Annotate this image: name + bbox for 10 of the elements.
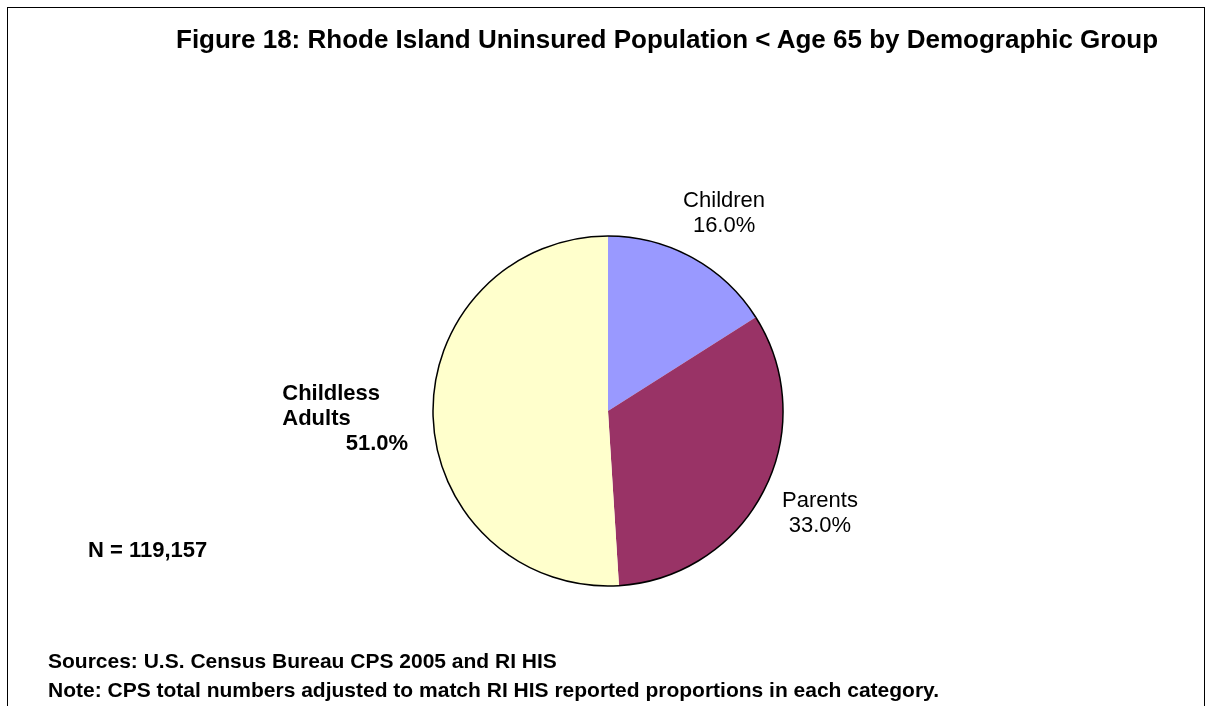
slice-label: Parents [782, 486, 858, 512]
slice-label: Children [683, 187, 766, 213]
chart-title: Figure 18: Rhode Island Uninsured Population < Age 65 by Demographic Group [176, 24, 1159, 54]
text: N = 119,157 [88, 537, 208, 562]
source-note: Sources: U.S. Census Bureau CPS 2005 and RI HIS [48, 649, 557, 673]
text: Note: CPS total numbers adjusted to match RI HIS reported proportions in each category. [48, 678, 940, 702]
data-label: 16.0% [692, 212, 756, 238]
data-label: 33.0% [788, 511, 852, 537]
data-label: 51.0% [345, 429, 409, 455]
slice-label: Childless Adults [282, 379, 381, 430]
